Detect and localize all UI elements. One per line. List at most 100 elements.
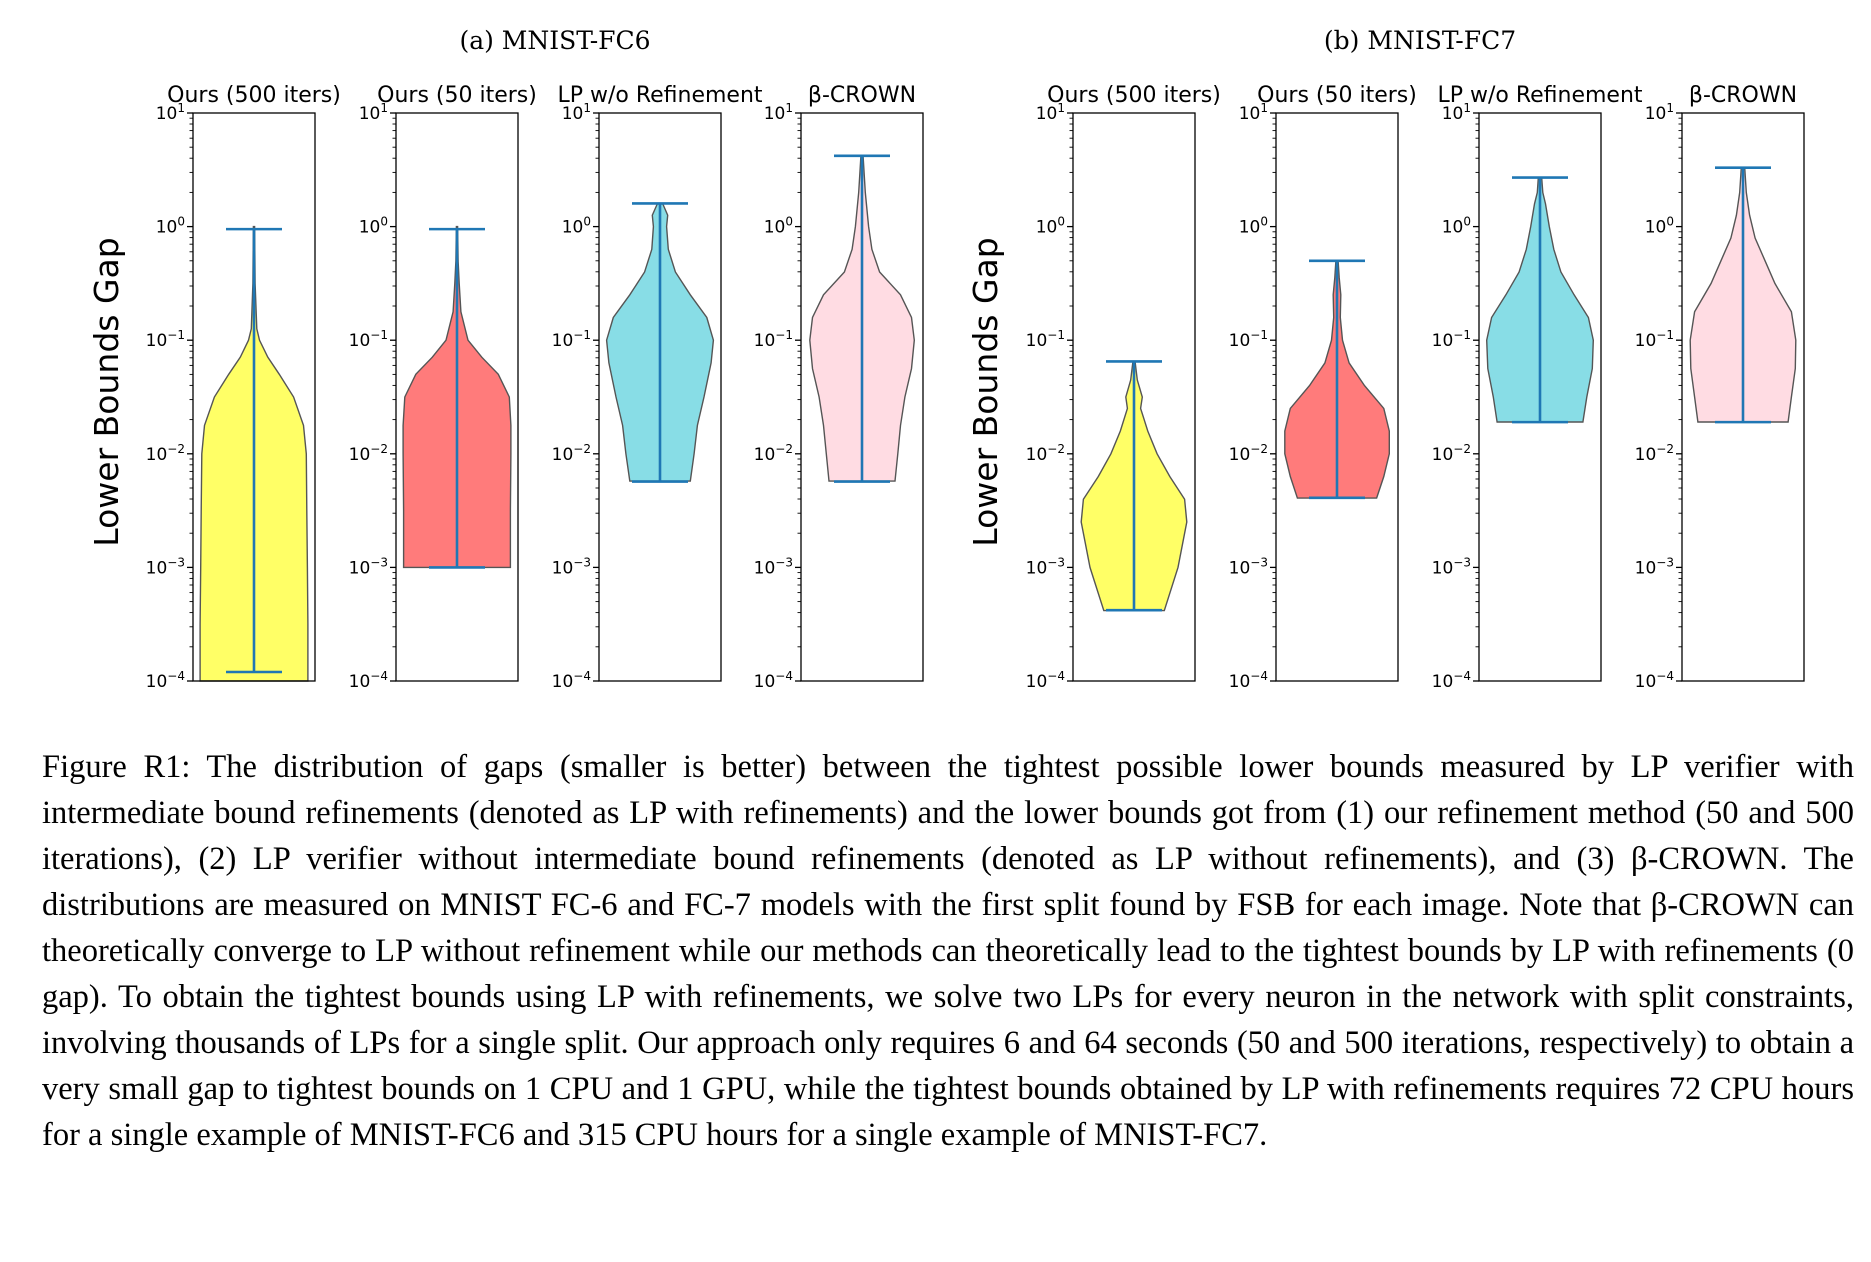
y-tick-exponent: −1	[370, 328, 388, 342]
figure-caption: Figure R1: The distribution of gaps (sma…	[42, 749, 1854, 1153]
y-tick-exponent: 1	[785, 101, 793, 115]
y-tick-exponent: −1	[1453, 328, 1471, 342]
y-tick-label: 10−1	[754, 328, 793, 351]
y-tick-label: 100	[562, 215, 591, 238]
axes-frame	[800, 112, 924, 682]
y-tick-exponent: −4	[1047, 669, 1065, 683]
panel-title: Ours (50 iters)	[377, 83, 537, 108]
y-axis-label-fc6: Lower Bounds Gap	[87, 237, 126, 546]
panel-title: β-CROWN	[808, 83, 916, 108]
y-tick-label: 10−3	[1635, 555, 1674, 578]
y-tick-label: 10−4	[754, 669, 793, 692]
y-tick-exponent: −4	[775, 669, 793, 683]
y-tick-exponent: 1	[380, 101, 388, 115]
y-tick-exponent: −2	[370, 442, 388, 456]
y-tick-label: 10−2	[754, 442, 793, 465]
y-tick-exponent: −3	[167, 555, 185, 569]
y-tick-label: 10−1	[1026, 328, 1065, 351]
y-axis-label-fc7: Lower Bounds Gap	[966, 237, 1005, 546]
y-tick-exponent: −2	[1453, 442, 1471, 456]
y-tick-exponent: 1	[583, 101, 591, 115]
y-tick-exponent: −1	[1656, 328, 1674, 342]
axes-frame	[1275, 112, 1399, 682]
y-tick-label: 10−4	[349, 669, 388, 692]
y-tick-exponent: −4	[370, 669, 388, 683]
y-tick-exponent: 1	[1666, 101, 1674, 115]
y-tick-label: 10−2	[552, 442, 591, 465]
y-tick-exponent: −3	[573, 555, 591, 569]
y-tick-label: 101	[1442, 101, 1471, 124]
axes-frame	[1478, 112, 1602, 682]
y-tick-exponent: −3	[1047, 555, 1065, 569]
panel-title: Ours (500 iters)	[1047, 83, 1221, 108]
axes-frame	[1681, 112, 1805, 682]
y-tick-label: 100	[1239, 215, 1268, 238]
y-tick-label: 10−3	[1432, 555, 1471, 578]
y-tick-exponent: −1	[573, 328, 591, 342]
y-tick-exponent: 0	[380, 215, 388, 229]
violin-figure: (a) MNIST-FC6 (b) MNIST-FC7 Lower Bounds…	[87, 26, 1805, 692]
y-tick-label: 10−2	[1026, 442, 1065, 465]
y-tick-exponent: −4	[573, 669, 591, 683]
y-tick-exponent: −3	[1453, 555, 1471, 569]
y-tick-exponent: 1	[1463, 101, 1471, 115]
y-tick-label: 10−2	[349, 442, 388, 465]
axes-frame	[395, 112, 519, 682]
y-tick-exponent: −2	[1656, 442, 1674, 456]
y-tick-exponent: −2	[1250, 442, 1268, 456]
y-tick-exponent: 0	[1463, 215, 1471, 229]
y-tick-label: 10−3	[146, 555, 185, 578]
y-tick-label: 10−4	[1432, 669, 1471, 692]
y-tick-label: 101	[562, 101, 591, 124]
axes-frame	[192, 112, 316, 682]
y-tick-label: 101	[764, 101, 793, 124]
y-tick-exponent: −1	[167, 328, 185, 342]
panel-title: Ours (50 iters)	[1257, 83, 1417, 108]
y-tick-label: 10−2	[1635, 442, 1674, 465]
y-tick-exponent: −1	[1047, 328, 1065, 342]
y-tick-exponent: −1	[775, 328, 793, 342]
y-tick-exponent: 1	[177, 101, 185, 115]
y-tick-label: 10−4	[1635, 669, 1674, 692]
y-tick-label: 101	[156, 101, 185, 124]
y-tick-exponent: 0	[1666, 215, 1674, 229]
y-tick-label: 100	[359, 215, 388, 238]
y-tick-label: 10−3	[1026, 555, 1065, 578]
y-tick-exponent: 1	[1260, 101, 1268, 115]
y-tick-exponent: −2	[775, 442, 793, 456]
y-tick-exponent: −2	[167, 442, 185, 456]
y-tick-label: 101	[1239, 101, 1268, 124]
y-tick-label: 10−4	[1026, 669, 1065, 692]
violin-panels: Ours (500 iters)10110010−110−210−310−4Ou…	[146, 83, 1805, 692]
y-tick-label: 100	[764, 215, 793, 238]
y-tick-label: 10−3	[754, 555, 793, 578]
y-tick-label: 100	[1442, 215, 1471, 238]
y-tick-label: 10−2	[146, 442, 185, 465]
y-tick-label: 10−3	[552, 555, 591, 578]
y-tick-exponent: −3	[775, 555, 793, 569]
y-tick-label: 10−1	[552, 328, 591, 351]
y-tick-exponent: −2	[573, 442, 591, 456]
group-title-fc7: (b) MNIST-FC7	[1324, 26, 1516, 55]
y-tick-label: 10−4	[1229, 669, 1268, 692]
y-tick-exponent: −4	[167, 669, 185, 683]
y-tick-label: 100	[1645, 215, 1674, 238]
y-tick-label: 101	[1645, 101, 1674, 124]
y-tick-label: 10−1	[349, 328, 388, 351]
y-tick-label: 10−3	[349, 555, 388, 578]
y-tick-label: 10−4	[552, 669, 591, 692]
y-tick-label: 10−2	[1229, 442, 1268, 465]
y-tick-label: 10−1	[1229, 328, 1268, 351]
y-tick-label: 101	[359, 101, 388, 124]
y-tick-label: 10−1	[1432, 328, 1471, 351]
violin-panel: β-CROWN 101 100 10−1 10−2 10−3 10−4	[754, 83, 924, 692]
y-tick-label: 101	[1036, 101, 1065, 124]
y-tick-exponent: −3	[1656, 555, 1674, 569]
y-tick-exponent: −2	[1047, 442, 1065, 456]
